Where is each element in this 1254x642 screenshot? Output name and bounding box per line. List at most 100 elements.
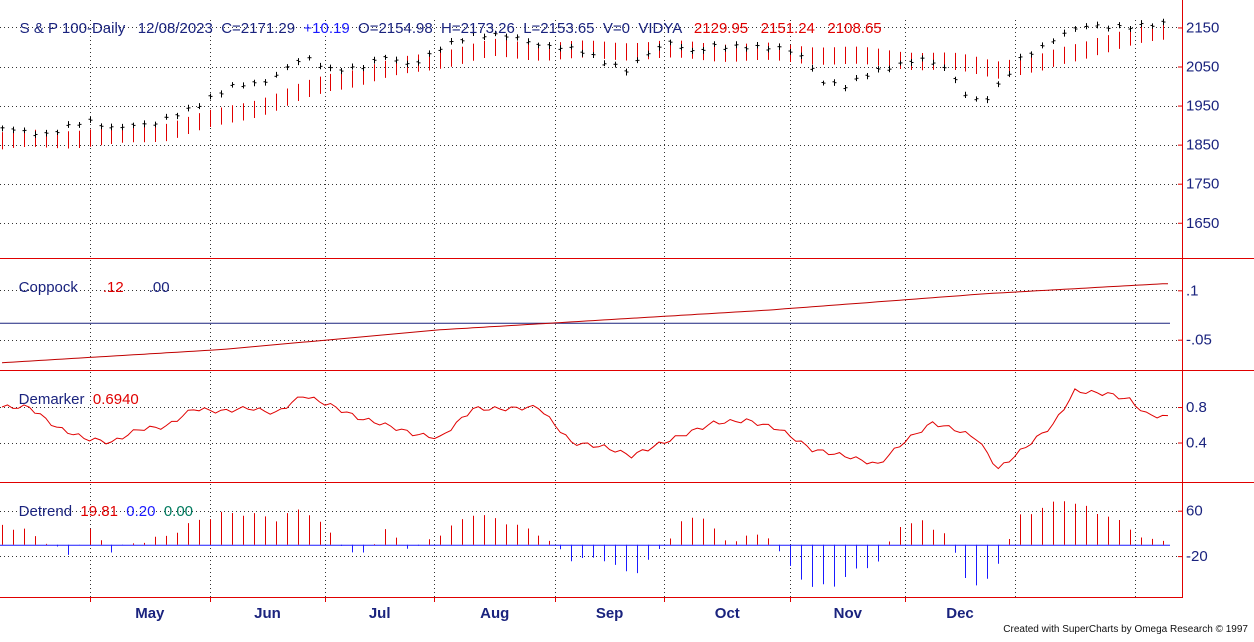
price-bar [755,42,760,49]
price-bar [361,64,366,72]
detrend-value-1: 19.81 [80,503,118,520]
price-bar [350,63,355,70]
price-bar [898,60,903,66]
price-bar [164,113,169,120]
change-value: +10.19 [303,20,350,37]
price-header: S & P 100-Daily 12/08/2023 C=2171.29 +10… [3,2,882,56]
price-bar [1084,23,1089,30]
price-bar [197,103,202,110]
price-bar [263,79,268,86]
price-bar [591,52,596,59]
price-bar [909,59,914,66]
x-month-label: May [135,605,165,622]
price-bar [1139,20,1144,27]
price-bar [734,41,739,49]
price-bar [985,96,990,104]
y-tick-label: .1 [1186,282,1199,299]
price-bar [974,96,979,102]
x-month-label: Sep [596,605,624,622]
detrend-header: Detrend 19.81 0.20 0.00 [2,485,193,539]
price-bar [777,43,782,50]
price-bar [274,71,279,78]
price-bar [208,93,213,100]
price-bar [55,129,60,135]
price-bar [339,67,344,75]
price-bar [175,112,180,120]
price-bar [1029,51,1034,58]
price-bar [580,49,585,57]
price-bar [1106,25,1111,32]
price-bar [460,38,465,44]
demarker-label: Demarker [18,391,85,408]
price-bar [657,43,662,51]
y-tick-label: 0.8 [1186,399,1207,416]
demarker-header: Demarker 0.6940 [2,373,139,427]
price-bar [854,74,859,82]
y-tick-label: 2050 [1186,59,1219,76]
price-bar [1117,22,1122,29]
demarker-line [1,388,1169,470]
price-bar [493,30,498,37]
price-bar [602,60,607,67]
close-value: C=2171.29 [221,20,296,37]
y-tick-label: 60 [1186,503,1203,520]
price-bar [766,46,771,53]
price-bar [471,29,476,36]
date-label: 12/08/2023 [137,20,213,37]
y-tick-label: -20 [1186,548,1208,565]
detrend-histogram [2,501,1164,587]
price-bar [186,104,191,112]
price-bar [504,33,509,41]
vidya-value-2: 2151.24 [760,20,815,37]
x-month-label: Oct [715,605,740,622]
price-bar [1062,29,1067,37]
price-bar [920,55,925,62]
price-bar [613,61,618,68]
price-bar [22,127,27,134]
price-bar [120,123,125,131]
price-bar [1095,21,1100,29]
coppock-label: Coppock [18,279,78,296]
price-bar [142,120,147,128]
price-bar [230,82,235,88]
price-bar [712,41,717,47]
price-bar [821,80,826,86]
price-bar [865,73,870,80]
price-bar [788,48,793,55]
y-tick-label: 1650 [1186,215,1219,232]
price-bar [832,79,837,86]
price-bar [887,65,892,73]
price-bar [252,79,257,87]
price-bar [515,34,520,41]
price-bar [526,38,531,45]
price-bar [482,33,487,41]
y-tick-label: 0.4 [1186,435,1207,452]
indicator-name: VIDYA [638,20,682,37]
credit-text: Created with SuperCharts by Omega Resear… [1003,624,1248,635]
low-value: L=2153.65 [523,20,595,37]
y-tick-label: -.05 [1186,332,1212,349]
price-bar [66,121,71,128]
volume-value: V=0 [602,20,630,37]
price-bar [690,47,695,55]
price-bar [328,64,333,72]
demarker-value: 0.6940 [92,391,139,408]
panel-separators [0,0,1254,597]
price-bar [405,60,410,68]
x-month-label: Nov [834,605,863,622]
price-bar [318,62,323,70]
x-month-label: Jul [369,605,391,622]
price-bar [876,66,881,73]
coppock-line [1,283,1168,364]
price-bar [810,64,815,72]
price-bar [1128,26,1133,32]
detrend-value-3: 0.00 [163,503,194,520]
price-bar [77,121,82,128]
price-bar [569,43,574,50]
price-bar [438,46,443,53]
price-bar [953,76,958,84]
price-bar [843,84,848,92]
price-bar [1150,23,1155,29]
